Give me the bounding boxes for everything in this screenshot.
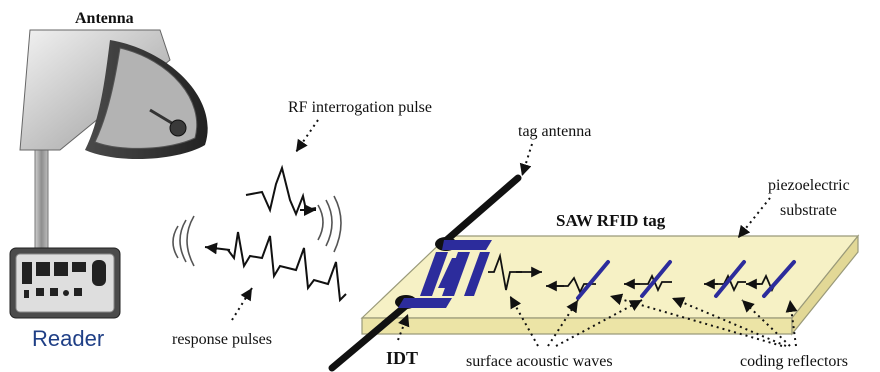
idt-label: IDT	[386, 348, 418, 368]
tag-antenna-label: tag antenna	[518, 123, 591, 140]
reflectors-pointers	[609, 293, 798, 347]
response-pulses-label: response pulses	[172, 331, 272, 348]
rf-interrogation-pulse-icon	[245, 164, 317, 217]
response-pointer	[231, 287, 253, 321]
antenna-label: Antenna	[75, 10, 134, 27]
piezoelectric-label-line2: substrate	[780, 202, 837, 219]
antenna-dish-icon	[19, 29, 208, 251]
response-pulses-icon	[204, 231, 347, 303]
saw-rfid-tag-label: SAW RFID tag	[556, 211, 666, 230]
rf-pulse-label: RF interrogation pulse	[288, 99, 432, 116]
reader-label: Reader	[32, 326, 104, 351]
coding-reflectors-icon	[576, 260, 796, 300]
idt-transducer-icon	[398, 240, 492, 308]
piezoelectric-substrate	[360, 234, 860, 336]
rf-pulse-pointer	[295, 119, 319, 153]
wave-emission-arcs-icon	[172, 195, 342, 267]
piezoelectric-label-line1: piezoelectric	[768, 177, 850, 194]
saw-waves-pointers	[509, 295, 643, 347]
coding-reflectors-label: coding reflectors	[740, 353, 848, 370]
substrate-pointer	[737, 197, 771, 239]
tag-antenna-pointer	[519, 143, 533, 177]
saw-waves-label: surface acoustic waves	[466, 353, 613, 370]
reader-device-icon	[9, 247, 121, 319]
idt-pointer	[397, 313, 410, 341]
